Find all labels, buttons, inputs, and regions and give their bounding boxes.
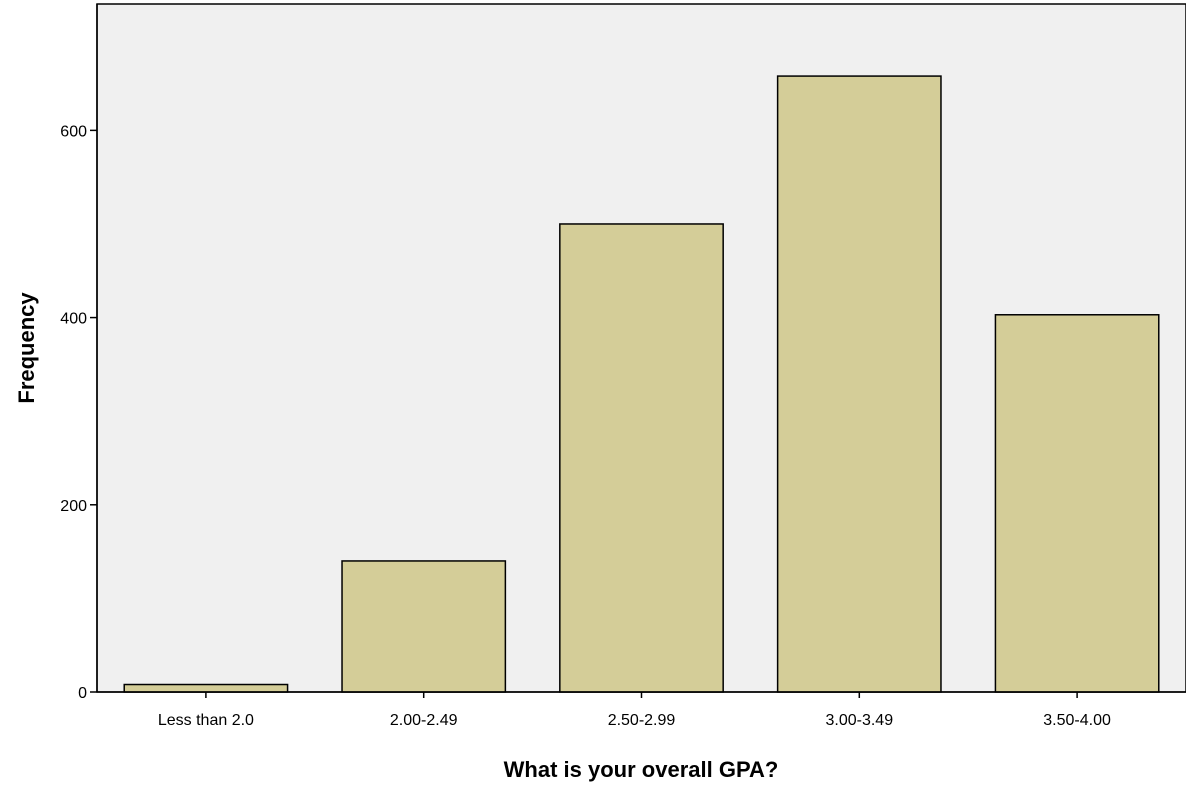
y-tick-label: 400 [60,311,87,328]
x-tick-label: 2.00-2.49 [390,712,458,729]
x-tick-label: 2.50-2.99 [608,712,676,729]
x-tick-label: 3.50-4.00 [1043,712,1111,729]
y-axis-ticks: 0 200 400 600 [60,123,97,702]
bar-4 [994,314,1160,693]
y-tick-label: 600 [60,123,87,140]
y-tick-label: 200 [60,498,87,515]
y-axis-title: Frequency [14,292,39,404]
bar-3 [776,75,942,693]
bar-0 [123,683,289,693]
x-tick-label: Less than 2.0 [158,712,254,729]
x-axis-title: What is your overall GPA? [504,757,779,782]
x-tick-label: 3.00-3.49 [825,712,893,729]
y-tick-label: 0 [78,685,87,702]
bar-1 [341,560,507,693]
bar-2 [559,223,724,693]
x-axis-ticks: Less than 2.0 2.00-2.49 2.50-2.99 3.00-3.49… [158,692,1111,729]
